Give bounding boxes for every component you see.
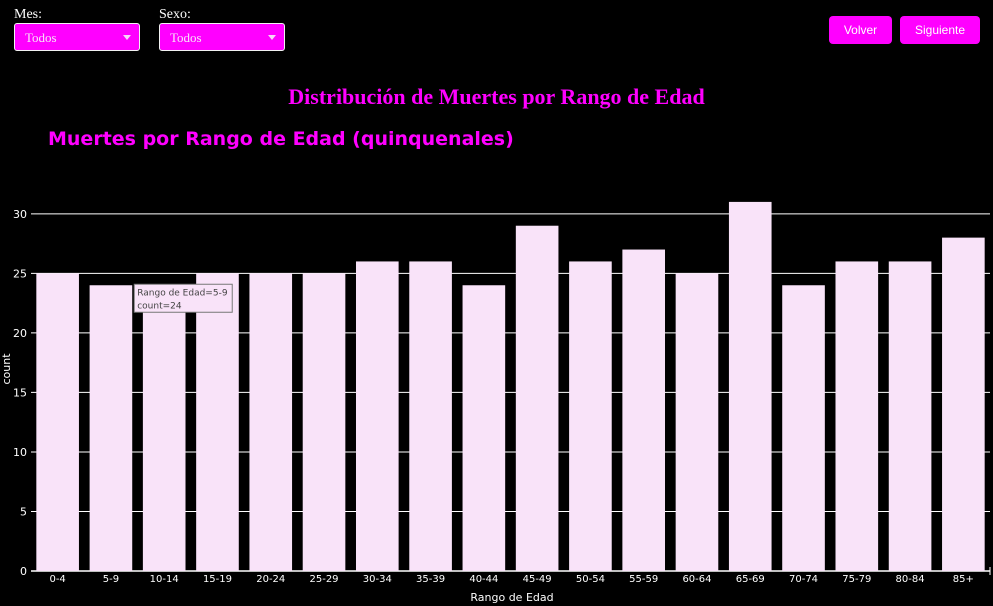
x-tick-label: 40-44: [469, 574, 498, 585]
x-tick-label: 50-54: [576, 574, 605, 585]
bar-15-19[interactable]: [196, 273, 239, 571]
x-tick-label: 70-74: [789, 574, 818, 585]
bar-50-54[interactable]: [569, 261, 612, 571]
bar-25-29[interactable]: [302, 273, 346, 571]
bar-0-4[interactable]: [36, 273, 79, 571]
tooltip-line-2: count=24: [137, 301, 182, 311]
x-tick-label: 65-69: [736, 574, 765, 585]
mes-dropdown[interactable]: Todos: [14, 23, 140, 51]
y-tick-label: 5: [20, 505, 27, 518]
x-tick-label: 45-49: [523, 574, 552, 585]
x-tick-label: 30-34: [363, 574, 392, 585]
bar-85+[interactable]: [942, 237, 985, 571]
y-tick-label: 10: [13, 446, 27, 459]
y-axis-title: count: [0, 353, 13, 385]
y-tick-label: 0: [20, 565, 27, 578]
y-tick-label: 15: [13, 386, 27, 399]
page-title: Distribución de Muertes por Rango de Eda…: [288, 84, 705, 109]
bar-35-39[interactable]: [409, 261, 452, 571]
x-tick-label: 20-24: [256, 574, 285, 585]
chevron-down-icon[interactable]: [268, 35, 276, 40]
x-tick-label: 15-19: [203, 574, 232, 585]
chevron-down-icon[interactable]: [123, 35, 131, 40]
sexo-filter-label: Sexo:: [159, 7, 191, 22]
mes-filter-label: Mes:: [14, 7, 42, 22]
bar-20-24[interactable]: [249, 273, 293, 571]
next-button[interactable]: Siguiente: [900, 16, 980, 44]
x-tick-label: 55-59: [629, 574, 658, 585]
bar-80-84[interactable]: [888, 261, 932, 571]
tooltip-line-1: Rango de Edad=5-9: [137, 288, 228, 298]
bars: [36, 201, 985, 571]
x-tick-label: 5-9: [103, 574, 119, 585]
y-tick-label: 25: [13, 267, 27, 280]
bar-10-14[interactable]: [142, 297, 186, 571]
y-tick-label: 30: [13, 208, 27, 221]
bar-60-64[interactable]: [675, 273, 719, 571]
x-tick-label: 85+: [953, 574, 974, 585]
tooltip-box: [133, 283, 233, 313]
x-tick-label: 10-14: [150, 574, 179, 585]
bar-5-9[interactable]: [89, 285, 133, 571]
y-tick-label: 20: [13, 327, 27, 340]
chart-title: Muertes por Rango de Edad (quinquenales): [48, 128, 514, 150]
x-tick-label: 25-29: [309, 574, 338, 585]
x-tick-label: 35-39: [416, 574, 445, 585]
bar-45-49[interactable]: [515, 225, 559, 571]
x-tick-label: 80-84: [896, 574, 925, 585]
bar-40-44[interactable]: [462, 285, 506, 571]
bar-70-74[interactable]: [782, 285, 825, 571]
x-tick-label: 0-4: [49, 574, 65, 585]
mes-dropdown-value: Todos: [25, 30, 57, 45]
sexo-dropdown[interactable]: Todos: [159, 23, 285, 51]
x-axis-title: Rango de Edad: [470, 591, 553, 604]
bar-55-59[interactable]: [622, 249, 666, 571]
bar-65-69[interactable]: [728, 201, 772, 571]
back-button[interactable]: Volver: [829, 16, 892, 44]
grid-lines: [31, 213, 990, 572]
x-tick-label: 75-79: [842, 574, 871, 585]
x-tick-label: 60-64: [682, 574, 711, 585]
axes: 0 5 10 15 20 25 30 0-4 5-9 10-14 15-19 20-24 25-29 30…: [13, 208, 991, 585]
bar-30-34[interactable]: [355, 261, 399, 571]
hover-tooltip: Rango de Edad=5-9 count=24: [133, 283, 233, 313]
bar-75-79[interactable]: [835, 261, 879, 571]
sexo-dropdown-value: Todos: [170, 30, 202, 45]
